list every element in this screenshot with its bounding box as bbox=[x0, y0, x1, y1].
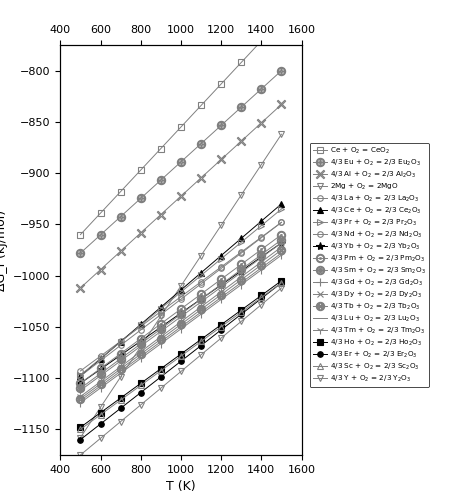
X-axis label: T (K): T (K) bbox=[166, 480, 195, 494]
Y-axis label: ΔG_f (kJ/mol): ΔG_f (kJ/mol) bbox=[0, 210, 8, 290]
Legend: Ce + O$_2$ = CeO$_2$, 4/3 Eu + O$_2$ = 2/3 Eu$_2$O$_3$, 4/3 Al + O$_2$ = 2/3 Al$: Ce + O$_2$ = CeO$_2$, 4/3 Eu + O$_2$ = 2… bbox=[309, 143, 428, 387]
